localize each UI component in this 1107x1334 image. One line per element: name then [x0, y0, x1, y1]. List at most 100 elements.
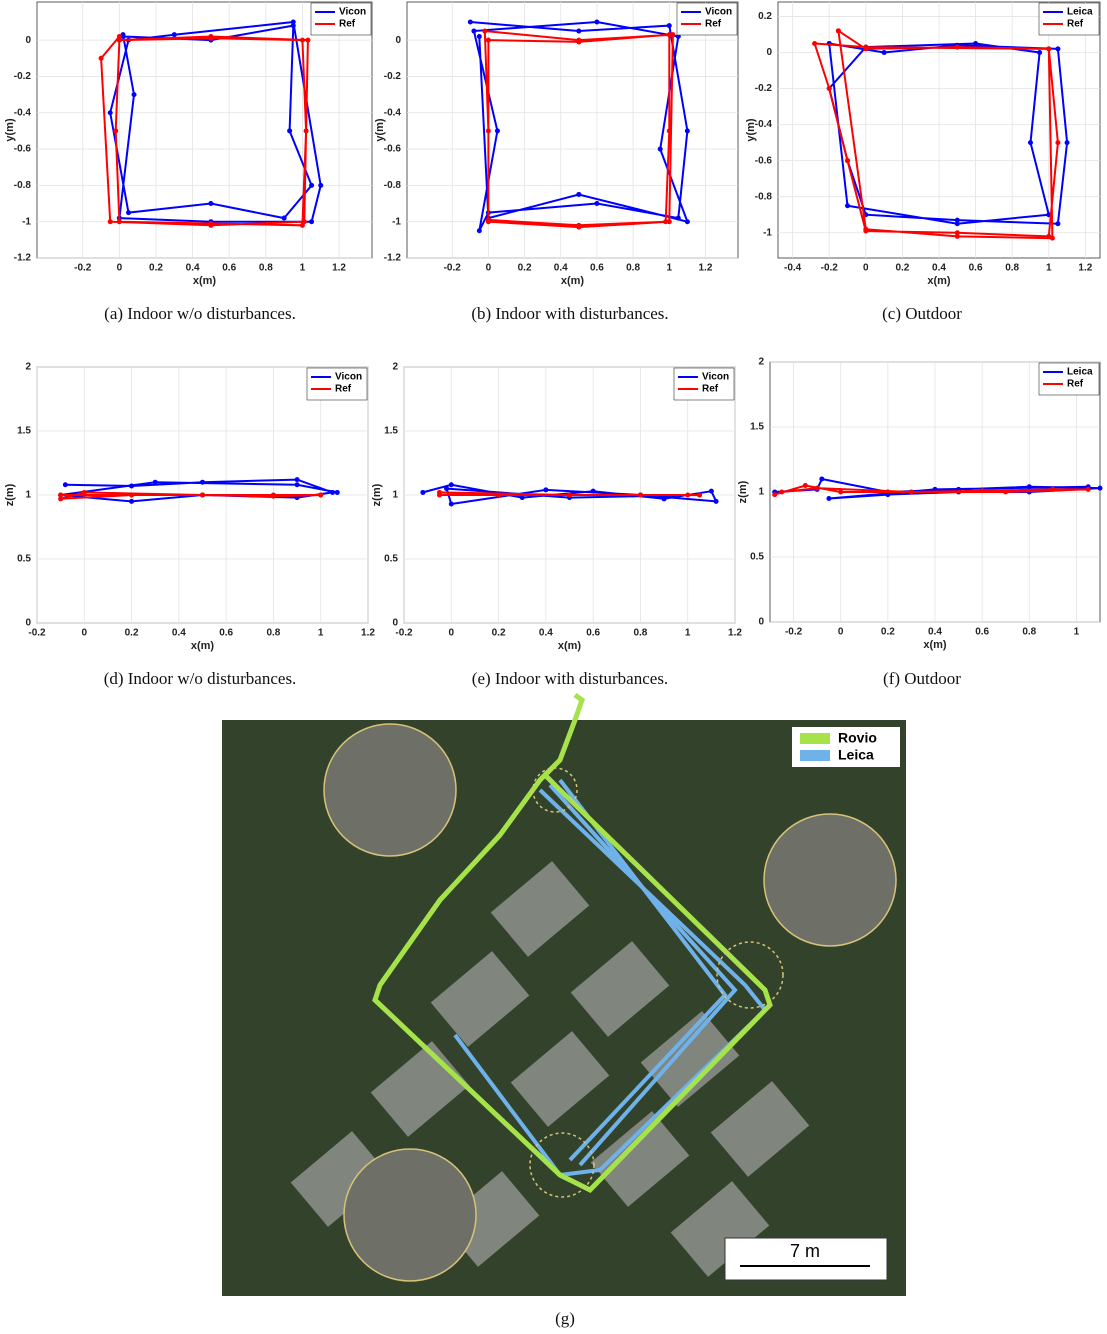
series-marker	[684, 128, 690, 134]
series-marker	[494, 128, 500, 134]
series-marker	[814, 485, 820, 491]
legend-box	[1038, 2, 1100, 36]
x-tick-label: -0.2	[821, 263, 839, 274]
y-tick-label: 0	[766, 47, 772, 58]
series-marker	[58, 496, 64, 502]
y-tick-label: -1.2	[14, 253, 32, 264]
series-line	[60, 491, 321, 500]
series-marker	[200, 479, 205, 485]
legend-label: Rovio	[838, 730, 877, 746]
x-tick-label: 0.2	[518, 263, 532, 274]
caption: (b) Indoor with disturbances.	[471, 304, 668, 323]
chart-panel: -0.2 0 0.2 0.4 0.6 0.8 1 1.200.511.52x(m)z(m)Vi…	[371, 362, 742, 688]
series-marker	[485, 128, 491, 134]
series-marker	[567, 492, 572, 498]
x-tick-label: -0.2	[74, 263, 92, 274]
x-tick-label: -0.4	[784, 263, 802, 274]
series-marker	[208, 201, 214, 207]
series-marker	[129, 483, 135, 489]
series-marker	[318, 182, 324, 188]
series-marker	[330, 489, 336, 495]
chart-panel: -0.2 0 0.2 0.4 0.6 0.8 1 0 0.5 1 1.5 2 x(m) z(m) Leica…	[737, 357, 1103, 688]
rovio-track	[372, 692, 773, 1194]
y-tick-label: -0.8	[755, 191, 773, 202]
series-marker	[309, 182, 315, 188]
legend-box	[673, 367, 735, 401]
series-marker	[299, 37, 305, 43]
x-tick-label: 0.8	[633, 628, 647, 639]
series-marker	[684, 219, 690, 225]
caption: (d) Indoor w/o disturbances.	[104, 669, 297, 688]
y-tick-label: -1	[392, 216, 401, 227]
x-tick-label: 0	[863, 263, 869, 274]
legend-label: Ref	[335, 384, 352, 395]
x-tick-label: 0.8	[626, 263, 640, 274]
series-marker	[200, 492, 205, 498]
series-marker	[954, 221, 960, 227]
series-marker	[301, 219, 307, 225]
x-tick-label: 1.2	[698, 263, 712, 274]
series-marker	[1055, 221, 1061, 227]
x-tick-label: 0.4	[554, 263, 568, 274]
series-marker	[1037, 49, 1043, 55]
y-tick-label: 0.5	[17, 554, 31, 565]
y-tick-label: 1	[25, 490, 31, 501]
y-tick-label: -1	[763, 227, 772, 238]
legend-label: Vicon	[705, 7, 732, 18]
series-marker	[496, 492, 502, 498]
series-marker	[1055, 46, 1061, 52]
x-tick-label: 1	[318, 628, 324, 639]
series-marker	[594, 19, 600, 25]
chart-panel: -0.2 0 0.2 0.4 0.6 0.8 1 1.2 -1.2 -1 -0.8 -0.6 -0.4 -…	[374, 1, 739, 323]
series-marker	[954, 217, 960, 223]
legend-box	[1038, 362, 1100, 396]
legend-swatch	[800, 733, 830, 744]
series-marker	[126, 210, 132, 216]
series-marker	[171, 32, 177, 38]
series-marker	[908, 489, 914, 495]
x-tick-label: 1	[666, 263, 672, 274]
x-tick-label: 0.4	[539, 628, 553, 639]
x-tick-label: 1.2	[1078, 263, 1092, 274]
x-axis-label: x(m)	[923, 639, 947, 651]
zoom-circles	[323, 723, 897, 1282]
legend-box	[306, 367, 368, 401]
series-marker	[436, 489, 442, 495]
series-marker	[62, 482, 68, 488]
series-marker	[476, 228, 482, 234]
legend-swatch	[800, 750, 830, 761]
series-marker	[519, 495, 525, 501]
x-tick-label: 1.2	[728, 628, 742, 639]
x-tick-label: 0.2	[881, 627, 895, 638]
y-tick-label: 0	[758, 617, 764, 628]
series-marker	[826, 496, 832, 501]
y-tick-label: -0.2	[384, 71, 402, 82]
series-marker	[819, 476, 825, 482]
x-tick-label: 0	[82, 628, 88, 639]
x-tick-label: -0.2	[395, 628, 413, 639]
series-marker	[838, 489, 844, 495]
x-tick-label: 0.6	[219, 628, 233, 639]
y-tick-label: -0.4	[14, 107, 32, 118]
series-marker	[697, 492, 703, 498]
series-marker	[116, 219, 122, 225]
series-marker	[772, 492, 778, 498]
x-tick-label: 0.2	[492, 628, 506, 639]
plot-area	[36, 1, 373, 259]
x-axis-label: x(m)	[927, 275, 951, 287]
series-marker	[590, 488, 596, 494]
legend-label: Ref	[705, 19, 722, 30]
series-marker	[482, 28, 488, 34]
series-marker	[467, 19, 473, 25]
y-tick-label: -0.4	[384, 107, 402, 118]
series-marker	[152, 479, 158, 485]
series-marker	[113, 128, 119, 134]
x-tick-label: 0.6	[222, 263, 236, 274]
x-tick-label: 0.4	[186, 263, 200, 274]
legend-label: Ref	[339, 19, 356, 30]
series-marker	[835, 28, 841, 34]
series-marker	[107, 219, 113, 225]
series-marker	[1049, 235, 1055, 241]
series-line	[109, 20, 322, 223]
legend-label: Vicon	[702, 372, 729, 383]
